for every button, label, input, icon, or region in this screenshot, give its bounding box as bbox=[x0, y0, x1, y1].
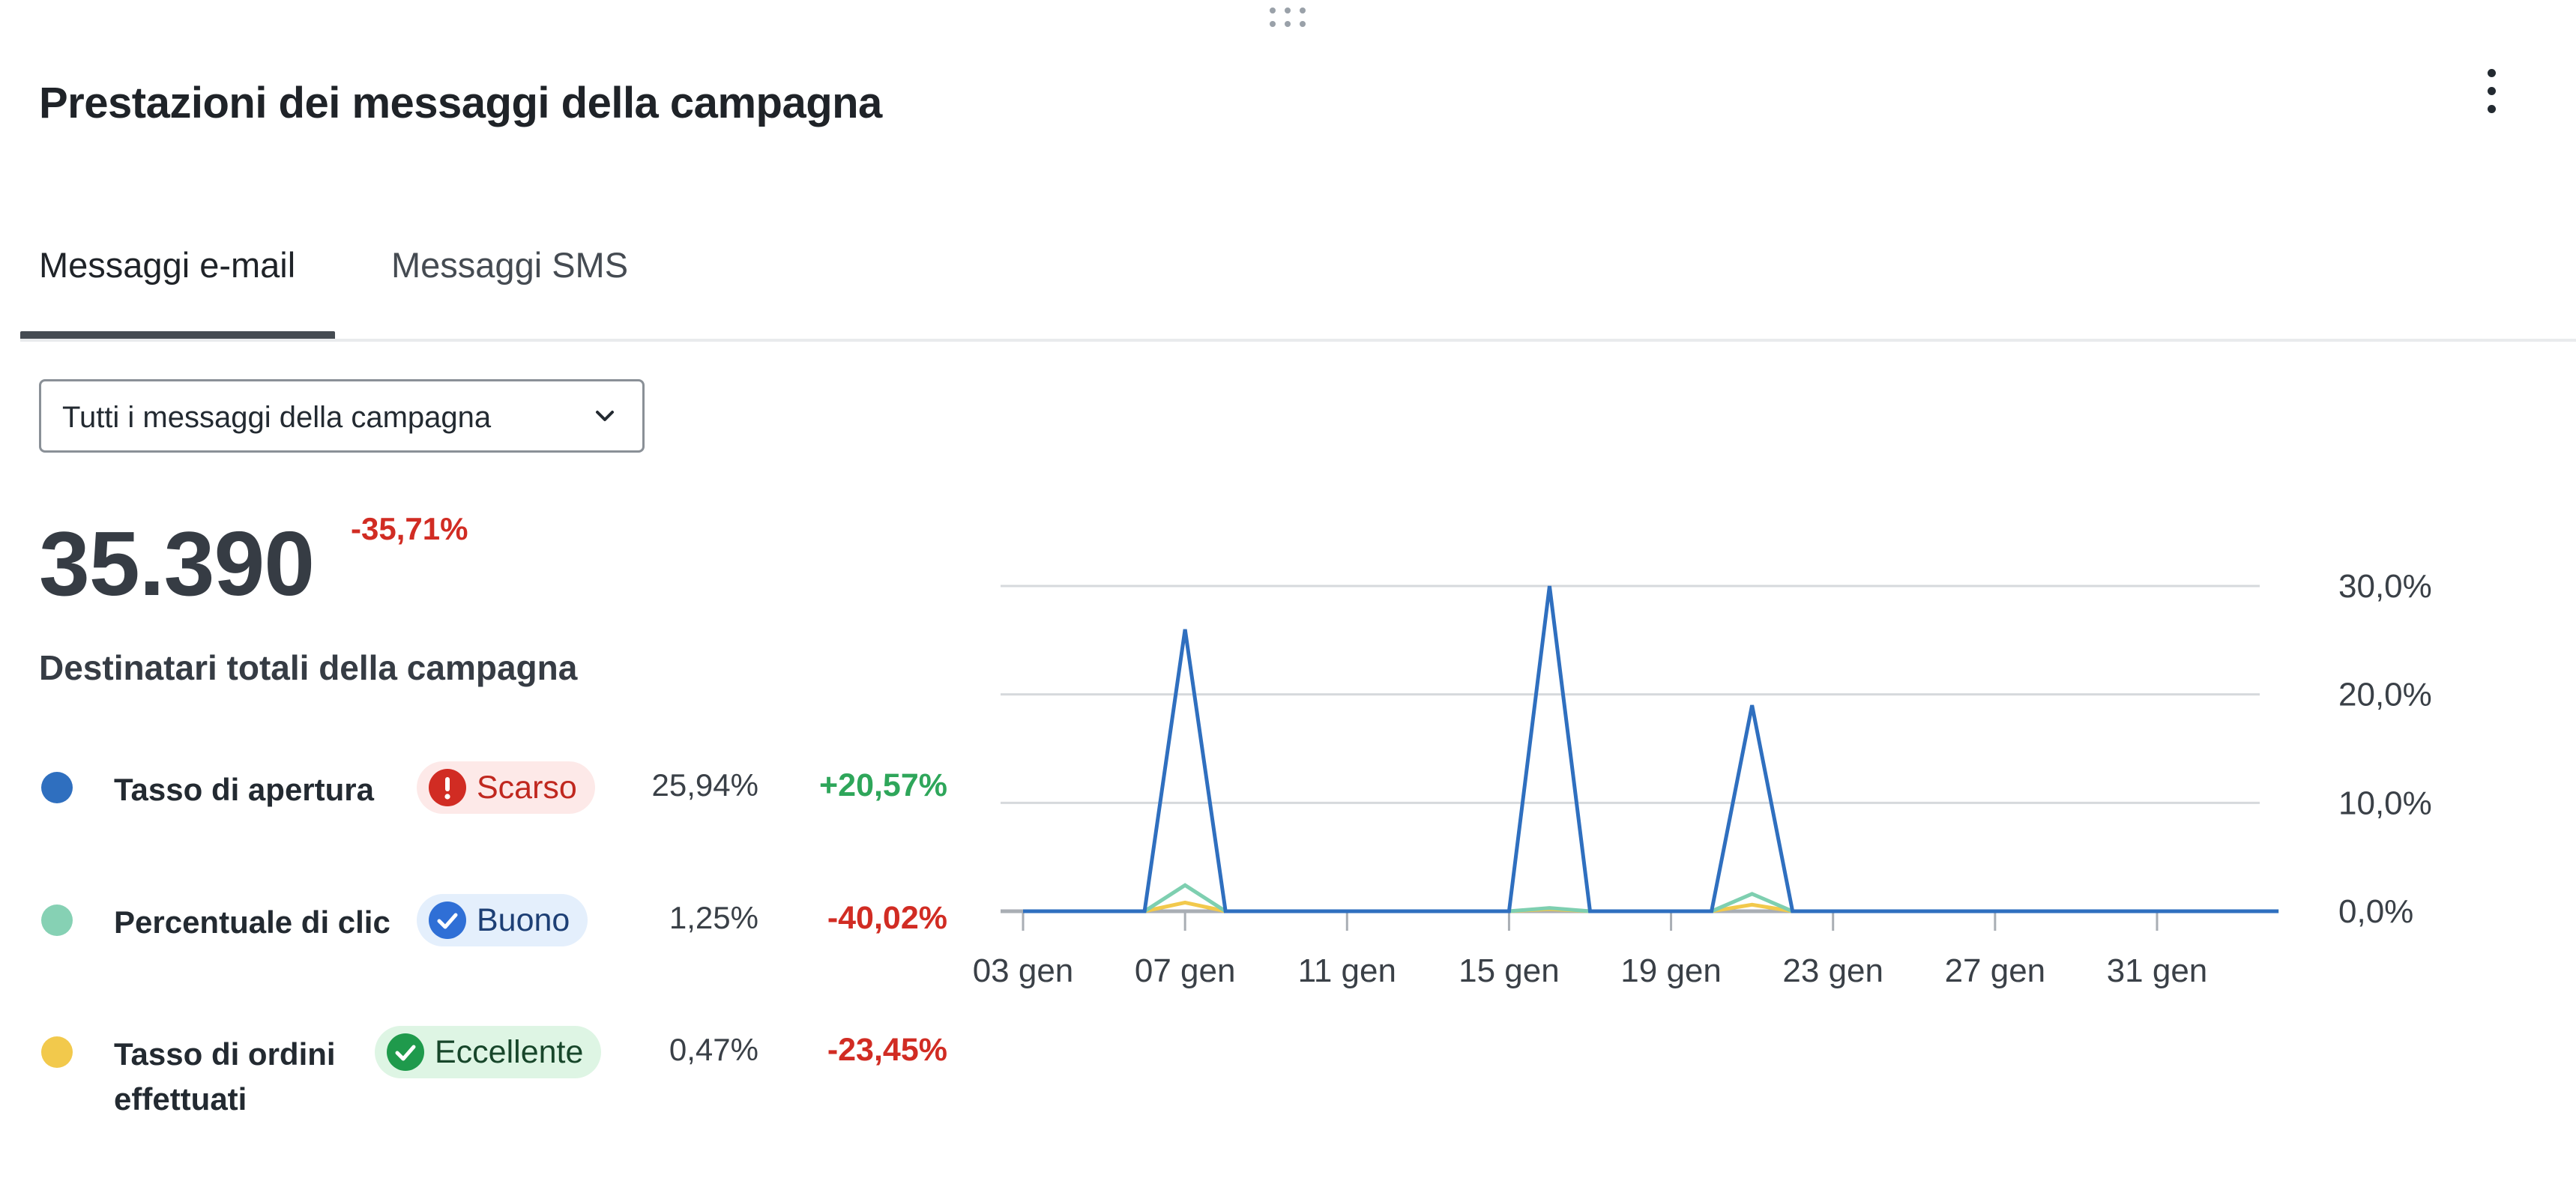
x-tick-label: 07 gen bbox=[1135, 952, 1236, 989]
status-badge-label: Eccellente bbox=[435, 1033, 584, 1070]
alert-icon bbox=[429, 769, 466, 806]
metric-row-open-rate: Tasso di apertura Scarso 25,94% +20,57% bbox=[0, 757, 974, 862]
metric-value: 1,25% bbox=[669, 900, 758, 935]
tab-email-messages[interactable]: Messaggi e-mail bbox=[39, 245, 296, 285]
y-tick-label: 10,0% bbox=[2338, 785, 2432, 821]
metric-label: Tasso di ordini effettuati bbox=[114, 1036, 336, 1117]
active-tab-indicator bbox=[20, 331, 335, 340]
y-tick-label: 0,0% bbox=[2338, 893, 2413, 930]
metric-delta: -23,45% bbox=[827, 1032, 947, 1068]
x-tick-label: 03 gen bbox=[973, 952, 1074, 989]
message-filter-dropdown[interactable]: Tutti i messaggi della campagna bbox=[39, 379, 645, 453]
x-tick-label: 27 gen bbox=[1945, 952, 2046, 989]
metric-row-click-rate: Percentuale di clic Buono 1,25% -40,02% bbox=[0, 890, 974, 994]
legend-dot bbox=[41, 1036, 73, 1068]
status-badge: Eccellente bbox=[375, 1026, 602, 1078]
status-badge-label: Buono bbox=[477, 901, 570, 938]
total-recipients-delta: -35,71% bbox=[351, 511, 468, 546]
x-tick-label: 19 gen bbox=[1620, 952, 1722, 989]
x-tick-label: 15 gen bbox=[1459, 952, 1560, 989]
x-tick-label: 31 gen bbox=[2107, 952, 2208, 989]
kebab-menu-icon[interactable] bbox=[2473, 66, 2509, 117]
total-recipients-value: 35.390 bbox=[39, 513, 315, 614]
chevron-down-icon bbox=[596, 411, 614, 421]
check-circle-icon bbox=[429, 901, 466, 939]
series-open-rate-line bbox=[1023, 585, 2279, 913]
status-badge-label: Scarso bbox=[477, 769, 577, 806]
y-tick-label: 30,0% bbox=[2338, 568, 2432, 605]
metric-label: Tasso di apertura bbox=[114, 772, 374, 807]
status-badge: Buono bbox=[417, 894, 588, 946]
y-tick-label: 20,0% bbox=[2338, 677, 2432, 713]
metric-delta: +20,57% bbox=[819, 767, 947, 803]
tab-divider bbox=[20, 339, 2576, 342]
metric-label: Percentuale di clic bbox=[114, 904, 390, 940]
total-recipients-label: Destinatari totali della campagna bbox=[39, 648, 578, 687]
legend-dot bbox=[41, 904, 73, 936]
performance-line-chart: 0,0% 10,0% 20,0% 30,0% 03 gen 07 gen 11 gen 15 … bbox=[973, 568, 2432, 989]
legend-dot bbox=[41, 772, 73, 803]
status-badge: Scarso bbox=[417, 761, 595, 814]
check-circle-icon bbox=[387, 1033, 424, 1071]
metric-value: 0,47% bbox=[669, 1032, 758, 1067]
metric-row-order-rate: Tasso di ordini effettuati Eccellente 0,… bbox=[0, 1021, 974, 1126]
widget-title: Prestazioni dei messaggi della campagna bbox=[39, 79, 882, 127]
metric-delta: -40,02% bbox=[827, 900, 947, 936]
drag-handle-icon[interactable] bbox=[1267, 4, 1312, 31]
dropdown-selected-value: Tutti i messaggi della campagna bbox=[62, 401, 492, 434]
x-tick-label: 11 gen bbox=[1298, 952, 1396, 989]
tab-sms-messages[interactable]: Messaggi SMS bbox=[391, 245, 629, 285]
x-tick-label: 23 gen bbox=[1782, 952, 1883, 989]
metric-value: 25,94% bbox=[651, 767, 758, 803]
